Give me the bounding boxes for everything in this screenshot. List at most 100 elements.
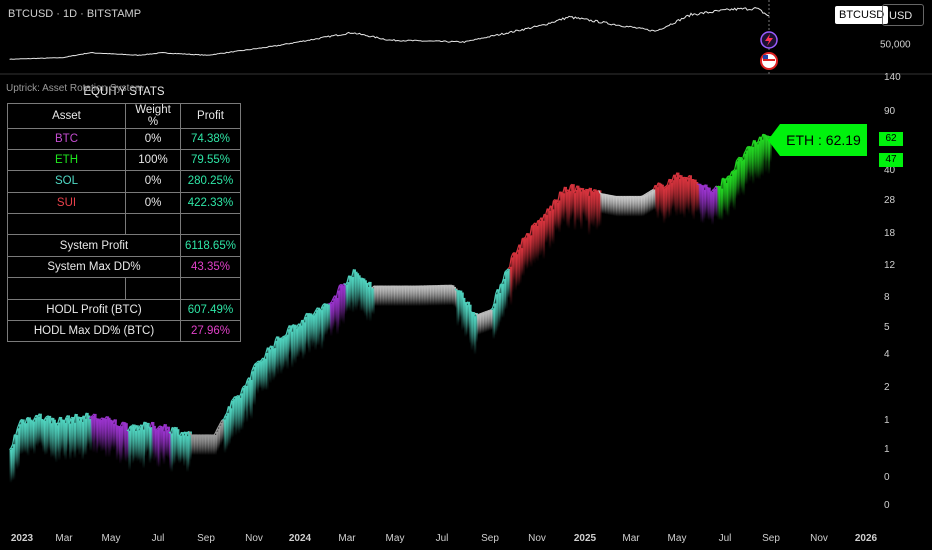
equity-bar bbox=[70, 418, 74, 454]
equity-bar bbox=[355, 271, 358, 311]
equity-bar bbox=[472, 312, 475, 347]
equity-bar bbox=[667, 184, 671, 219]
equity-line-segment bbox=[93, 413, 97, 420]
equity-bar bbox=[726, 177, 730, 218]
equity-bar bbox=[462, 297, 466, 329]
x-axis-labels: 2023 Mar May Jul Sep Nov 2024 Mar May Jul Sep Nov 20… bbox=[11, 533, 878, 544]
equity-bar bbox=[122, 422, 125, 449]
equity-bar bbox=[187, 432, 191, 468]
equity-bar bbox=[158, 427, 161, 468]
equity-bar bbox=[101, 417, 105, 451]
equity-bar bbox=[228, 406, 231, 445]
equity-bar bbox=[684, 177, 688, 210]
equity-bar bbox=[406, 286, 410, 307]
equity-bar bbox=[162, 431, 166, 465]
equity-bar bbox=[503, 278, 506, 311]
event-icons[interactable] bbox=[760, 31, 778, 70]
equity-bar bbox=[306, 313, 310, 349]
equity-line-segment bbox=[113, 419, 117, 426]
equity-line-segment bbox=[479, 312, 482, 315]
equity-bar bbox=[94, 413, 97, 442]
equity-bar bbox=[209, 435, 213, 455]
equity-line-segment bbox=[510, 253, 514, 258]
y-tick-label: 1 bbox=[884, 444, 890, 455]
equity-line-segment bbox=[118, 425, 121, 428]
equity-line-segment bbox=[80, 415, 84, 423]
price-badge-bottom: 47 bbox=[879, 153, 903, 167]
equity-bar bbox=[14, 434, 17, 465]
equity-bar bbox=[153, 425, 156, 462]
equity-bar bbox=[336, 297, 339, 335]
equity-bar bbox=[50, 423, 53, 458]
equity-bar bbox=[476, 315, 480, 335]
equity-bar bbox=[364, 280, 367, 317]
equity-bar bbox=[519, 244, 522, 284]
equity-bar bbox=[523, 238, 527, 266]
equity-bar bbox=[262, 358, 266, 390]
equity-bar bbox=[161, 426, 164, 460]
equity-bar bbox=[436, 285, 439, 306]
equity-line-segment bbox=[753, 139, 756, 143]
equity-bar bbox=[34, 418, 38, 446]
equity-bar bbox=[733, 170, 736, 211]
table-row: SUI 0% 422.33% bbox=[7, 191, 241, 215]
equity-bar bbox=[369, 281, 372, 322]
equity-line-segment bbox=[504, 270, 507, 273]
equity-bar bbox=[328, 303, 331, 330]
btc-axis-label: 50,000 bbox=[880, 39, 911, 50]
currency-selector[interactable]: USD bbox=[882, 4, 924, 26]
equity-bar bbox=[725, 183, 728, 216]
equity-bar bbox=[112, 424, 116, 451]
equity-bar bbox=[392, 286, 396, 307]
equity-bar bbox=[581, 188, 585, 215]
equity-line-segment bbox=[359, 277, 362, 280]
equity-line-segment bbox=[760, 133, 764, 140]
equity-bar bbox=[412, 286, 416, 307]
equity-bar bbox=[511, 257, 514, 293]
equity-line-segment bbox=[485, 310, 489, 313]
equity-bar bbox=[323, 304, 327, 336]
equity-bar bbox=[172, 427, 175, 466]
equity-bar bbox=[748, 146, 752, 182]
y-tick-label: 28 bbox=[884, 195, 896, 206]
equity-bar bbox=[250, 379, 253, 420]
equity-bar bbox=[550, 205, 553, 243]
equity-line-segment bbox=[685, 177, 689, 182]
y-tick-label: 1 bbox=[884, 415, 890, 426]
x-tick-label: Nov bbox=[528, 533, 546, 544]
equity-bar bbox=[422, 286, 425, 306]
equity-bar bbox=[439, 285, 442, 306]
equity-bar bbox=[767, 140, 771, 175]
equity-bar bbox=[651, 190, 655, 211]
equity-bar bbox=[459, 290, 463, 318]
equity-bar bbox=[453, 286, 456, 307]
y-tick-label: 90 bbox=[884, 106, 896, 117]
equity-bar bbox=[700, 185, 703, 223]
equity-bar bbox=[673, 174, 677, 213]
equity-bar bbox=[686, 181, 689, 211]
weight-sol: 0% bbox=[125, 170, 181, 193]
equity-bar bbox=[495, 294, 499, 332]
equity-line-segment bbox=[563, 186, 567, 192]
equity-bar bbox=[319, 309, 322, 336]
equity-bar bbox=[229, 408, 233, 440]
hodl-profit-value: 607.49% bbox=[180, 298, 241, 322]
equity-line-segment bbox=[751, 140, 755, 148]
equity-bar bbox=[15, 435, 19, 470]
equity-bar bbox=[251, 371, 255, 405]
equity-line-segment bbox=[588, 187, 592, 192]
equity-bar bbox=[275, 340, 278, 370]
equity-bar bbox=[573, 193, 577, 231]
equity-bar bbox=[420, 286, 424, 306]
equity-bar bbox=[54, 422, 58, 463]
equity-line-segment bbox=[576, 185, 579, 189]
equity-line-segment bbox=[276, 336, 279, 339]
equity-bar bbox=[742, 159, 746, 196]
equity-bar bbox=[95, 419, 99, 454]
equity-line-segment bbox=[581, 187, 584, 191]
equity-bar bbox=[469, 304, 472, 344]
equity-line-segment bbox=[474, 312, 478, 316]
equity-line-segment bbox=[662, 186, 665, 189]
equity-bar bbox=[22, 419, 25, 454]
equity-bar bbox=[426, 285, 430, 306]
